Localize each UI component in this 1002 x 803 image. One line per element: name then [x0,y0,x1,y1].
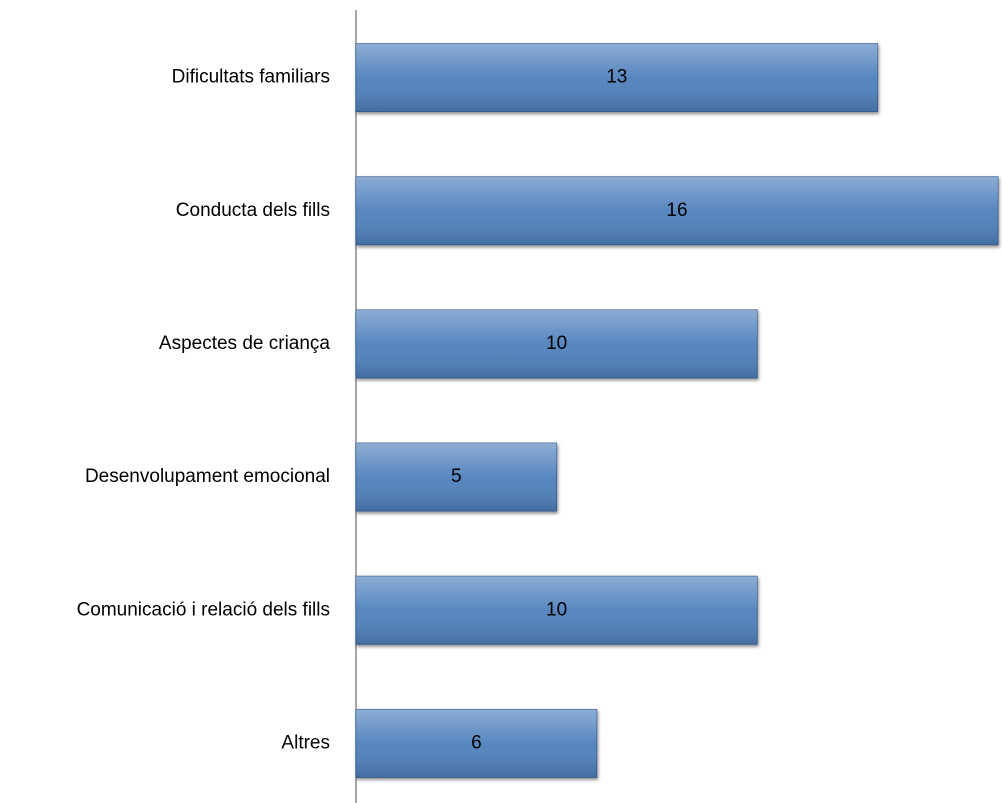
y-tick-label: Altres [281,732,330,753]
bar-shine [356,309,758,378]
bar-shine [356,43,878,112]
data-label: 10 [546,333,567,354]
data-label: 16 [666,200,687,221]
data-label: 10 [546,599,567,620]
bar-shine [356,709,597,778]
bar-shine [356,176,998,245]
data-label: 13 [606,67,627,88]
y-tick-label: Desenvolupament emocional [85,466,330,487]
y-tick-label: Aspectes de criança [159,333,331,354]
data-label: 5 [451,466,462,487]
bar-shine [356,576,758,645]
bar-shine [356,443,557,512]
data-label: 6 [471,732,482,753]
y-tick-label: Dificultats familiars [172,67,330,88]
y-tick-label: Comunicació i relació dels fills [77,599,330,620]
y-tick-label: Conducta dels fills [176,200,330,221]
